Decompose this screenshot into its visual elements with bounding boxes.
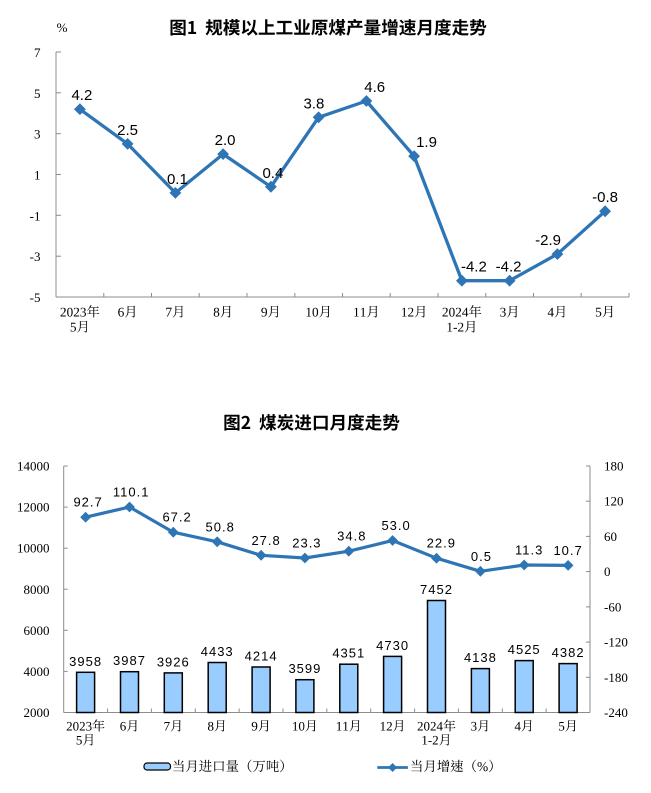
svg-text:4351: 4351 <box>332 646 365 661</box>
svg-text:3.8: 3.8 <box>303 95 324 112</box>
svg-text:53.0: 53.0 <box>381 518 410 533</box>
svg-text:-0.8: -0.8 <box>592 189 618 206</box>
svg-text:-2.9: -2.9 <box>535 232 561 249</box>
svg-text:1: 1 <box>34 168 41 183</box>
svg-text:3599: 3599 <box>288 661 321 676</box>
svg-text:1.9: 1.9 <box>416 134 437 151</box>
svg-text:6000: 6000 <box>24 623 50 638</box>
svg-text:92.7: 92.7 <box>73 495 102 510</box>
svg-text:12000: 12000 <box>17 500 50 515</box>
svg-text:67.2: 67.2 <box>162 510 191 525</box>
svg-text:3926: 3926 <box>157 654 190 669</box>
svg-text:34.8: 34.8 <box>337 529 366 544</box>
svg-text:60: 60 <box>604 529 617 544</box>
svg-text:22.9: 22.9 <box>427 536 456 551</box>
svg-text:0: 0 <box>604 564 611 579</box>
svg-text:-4.2: -4.2 <box>461 259 487 276</box>
svg-text:11.3: 11.3 <box>515 543 543 558</box>
svg-text:-4.2: -4.2 <box>496 259 522 276</box>
svg-text:3987: 3987 <box>113 653 146 668</box>
svg-text:0.1: 0.1 <box>167 171 188 188</box>
svg-text:3: 3 <box>34 127 41 142</box>
svg-text:4525: 4525 <box>508 642 541 657</box>
svg-text:14000: 14000 <box>17 459 50 474</box>
svg-text:-60: -60 <box>604 599 621 614</box>
svg-text:0.4: 0.4 <box>262 165 283 182</box>
svg-text:50.8: 50.8 <box>206 519 235 534</box>
svg-text:27.8: 27.8 <box>251 533 280 548</box>
svg-text:-240: -240 <box>604 705 628 720</box>
svg-text:120: 120 <box>604 494 624 509</box>
svg-text:7452: 7452 <box>420 582 453 597</box>
svg-text:-120: -120 <box>604 635 628 650</box>
svg-text:8000: 8000 <box>24 582 50 597</box>
svg-text:180: 180 <box>604 459 624 474</box>
svg-text:3958: 3958 <box>69 654 102 669</box>
svg-text:23.3: 23.3 <box>292 536 321 551</box>
svg-text:-5: -5 <box>30 290 41 305</box>
svg-text:-3: -3 <box>30 249 41 264</box>
svg-text:0.5: 0.5 <box>471 549 492 564</box>
svg-text:2000: 2000 <box>24 705 50 720</box>
svg-text:10000: 10000 <box>17 541 50 556</box>
svg-text:4.6: 4.6 <box>364 79 385 96</box>
svg-text:2.0: 2.0 <box>215 132 236 149</box>
svg-text:-180: -180 <box>604 670 628 685</box>
svg-text:4.2: 4.2 <box>71 87 92 104</box>
svg-text:7: 7 <box>34 45 41 60</box>
svg-text:4433: 4433 <box>201 644 234 659</box>
svg-text:4214: 4214 <box>245 649 278 664</box>
svg-text:5: 5 <box>34 86 41 101</box>
svg-text:-1: -1 <box>30 208 41 223</box>
svg-text:2.5: 2.5 <box>117 122 138 139</box>
svg-text:4138: 4138 <box>464 650 497 665</box>
svg-text:4730: 4730 <box>376 638 409 653</box>
svg-text:%: % <box>57 20 68 35</box>
svg-text:110.1: 110.1 <box>113 485 150 500</box>
svg-text:4382: 4382 <box>552 645 585 660</box>
svg-text:4000: 4000 <box>24 664 50 679</box>
svg-text:10.7: 10.7 <box>553 543 582 558</box>
